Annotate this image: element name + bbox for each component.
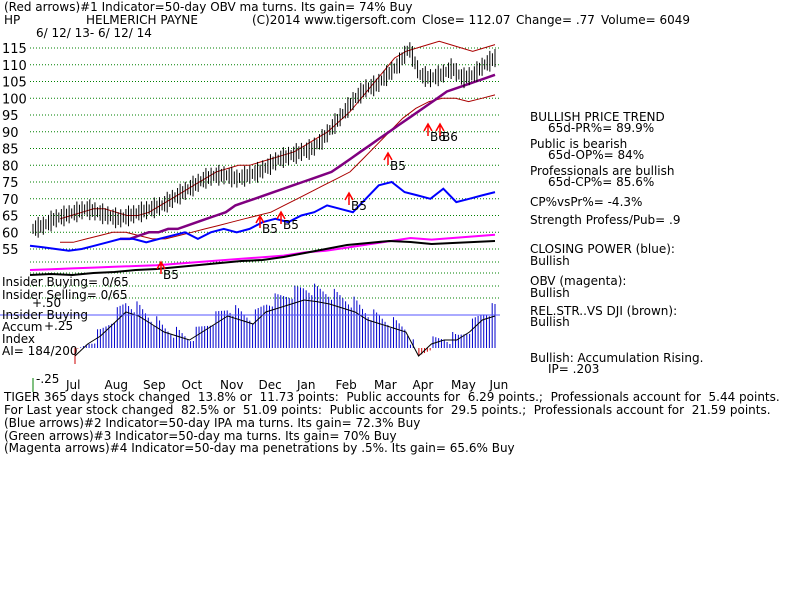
closing-power-label: CLOSING POWER (blue): (530, 242, 675, 256)
y-tick-label: 90 (2, 126, 19, 141)
trend-title: BULLISH PRICE TREND (530, 110, 665, 124)
cpvspr-value: CP%vsPr%= -4.3% (530, 195, 643, 209)
site: (C)2014 www.tigersoft.com (252, 13, 416, 27)
obv-label: OBV (magenta): (530, 274, 627, 288)
y-tick-label: 55 (2, 243, 19, 258)
insider-buying-2: Insider Buying (2, 308, 88, 322)
date-range: 6/ 12/ 13- 6/ 12/ 14 (36, 26, 152, 40)
buy-arrow (383, 151, 393, 165)
buy-arrow (255, 214, 265, 228)
lower-band-line (60, 94, 496, 243)
insider-selling: Insider Selling= 0/65 (2, 288, 128, 302)
y-tick-label: 65 (2, 210, 19, 225)
x-tick-label: Feb (336, 378, 357, 392)
x-tick-label: Jul (65, 378, 80, 392)
obv-state: Bullish (530, 286, 570, 300)
signal-label: B5 (163, 268, 179, 282)
x-tick-label: Sep (143, 378, 166, 392)
x-tick-label: Jun (489, 378, 509, 392)
accumulation-bars (74, 283, 496, 364)
ma50-line (120, 73, 496, 241)
footer-line2: For Last year stock changed 82.5% or 51.… (4, 403, 771, 417)
buy-arrow (435, 122, 445, 136)
indicator-lines (29, 180, 496, 277)
accum-text: Bullish: Accumulation Rising. (530, 351, 704, 365)
relstr-line (29, 239, 496, 277)
y-tick-label: 95 (2, 109, 19, 124)
insider-buying: Insider Buying= 0/65 (2, 275, 129, 289)
closing-power-line (29, 180, 496, 252)
close-value: Close= 112.07 (422, 13, 511, 27)
upper-band-line (59, 40, 496, 220)
footer-line4: (Green arrows)#3 Indicator=50-day ma tur… (4, 429, 397, 443)
index-label: Index (2, 332, 36, 346)
x-tick-label: May (451, 378, 476, 392)
footer-line5: (Magenta arrows)#4 Indicator=50-day ma p… (4, 441, 515, 455)
cp-value: 65d-CP%= 85.6% (548, 175, 655, 189)
x-tick-label: Aug (105, 378, 128, 392)
y-tick-label: 105 (2, 76, 27, 91)
public-text: Public is bearish (530, 137, 628, 151)
x-tick-label: Nov (220, 378, 243, 392)
accum-ma-line (74, 299, 496, 357)
signal-label: B6 (442, 130, 458, 144)
y-tick-label: 85 (2, 143, 19, 158)
closing-power-state: Bullish (530, 254, 570, 268)
x-tick-label: Jan (296, 378, 316, 392)
y-tick-label: 70 (2, 193, 19, 208)
pr-value: 65d-PR%= 89.9% (548, 121, 655, 135)
y-tick-label: 75 (2, 176, 19, 191)
op-value: 65d-OP%= 84% (548, 148, 645, 162)
company-name: HELMERICH PAYNE (86, 13, 198, 27)
accum-label: Accum (2, 320, 43, 334)
signal-label: B5 (351, 199, 367, 213)
level-p25: +.25 (44, 319, 74, 333)
signal-label: B6 (430, 130, 446, 144)
signal-label: B5 (283, 218, 299, 232)
volume-value: Volume= 6049 (601, 13, 691, 27)
x-axis-ticks: Jul Aug Sep Oct Nov Dec Jan Feb Mar Apr May Jun (65, 378, 508, 392)
x-tick-label: Dec (259, 378, 282, 392)
obv-line (29, 233, 496, 271)
buy-arrow (276, 210, 286, 224)
x-tick-label: Apr (413, 378, 434, 392)
y-tick-label: 60 (2, 226, 19, 241)
strength-value: Strength Profess/Pub= .9 (530, 213, 681, 227)
y-tick-label: 80 (2, 159, 19, 174)
y-tick-label: 110 (2, 59, 27, 74)
signal-label: B5 (262, 222, 278, 236)
x-tick-label: Mar (374, 378, 397, 392)
change-value: Change= .77 (516, 13, 595, 27)
buy-arrow (156, 260, 166, 274)
footer-line1: TIGER 365 days stock changed 13.8% or 11… (4, 390, 780, 404)
price-bands (59, 40, 496, 243)
ticker: HP (4, 13, 21, 27)
x-tick-label: Oct (182, 378, 203, 392)
y-tick-label: 100 (2, 92, 27, 107)
buy-arrow (423, 122, 433, 136)
signal-label: B5 (390, 159, 406, 173)
ai-label: AI= 184/200 (2, 344, 78, 358)
buy-arrow (344, 191, 354, 205)
price-bars (32, 42, 496, 238)
pros-text: Professionals are bullish (530, 164, 675, 178)
footer-line3: (Blue arrows)#2 Indicator=50-day IPA ma … (4, 416, 421, 430)
level-m25: -.25 (36, 372, 60, 386)
relstr-label: REL.STR..VS DJI (brown): (530, 304, 678, 318)
level-p50: +.50 (32, 296, 62, 310)
relstr-state: Bullish (530, 315, 570, 329)
y-tick-label: 115 (2, 42, 27, 57)
header-line1: (Red arrows)#1 Indicator=50-day OBV ma t… (4, 0, 413, 14)
chart-grid (30, 47, 500, 299)
ip-value: IP= .203 (548, 362, 600, 376)
